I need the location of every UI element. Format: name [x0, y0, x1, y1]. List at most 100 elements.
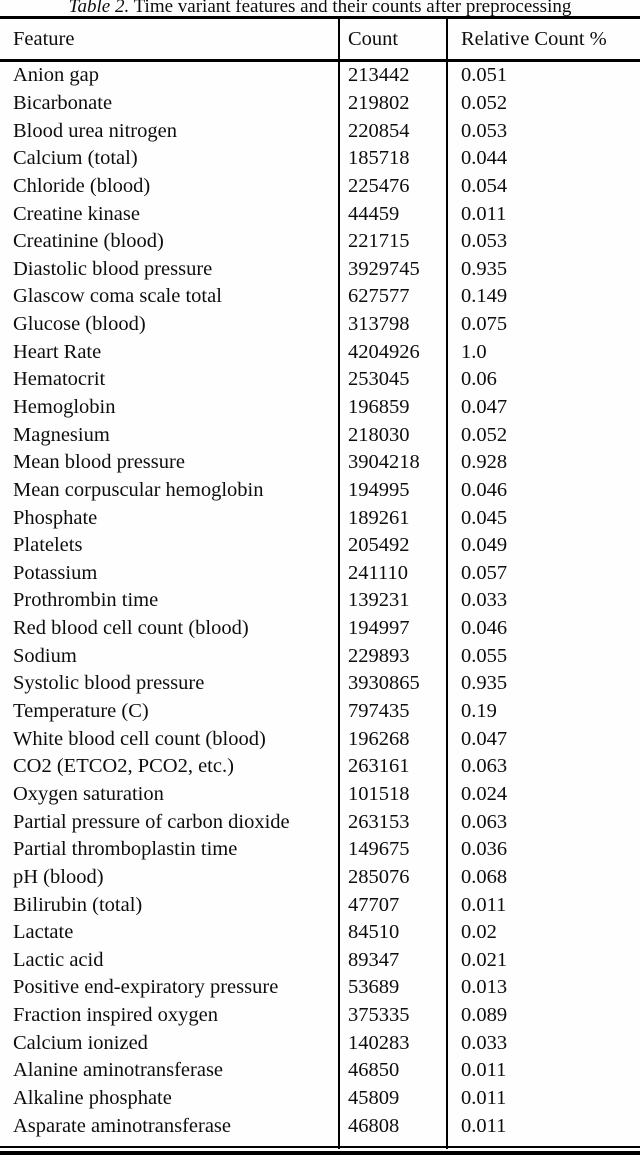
feature-cell: Glucose (blood) — [13, 313, 146, 336]
feature-cell: Mean corpuscular hemoglobin — [13, 478, 264, 501]
feature-cell: Bilirubin (total) — [13, 893, 143, 916]
feature-cell: CO2 (ETCO2, PCO2, etc.) — [13, 755, 234, 778]
table-row: Bicarbonate 219802 0.052 — [0, 89, 640, 118]
table-caption-text: Time variant features and their counts a… — [129, 0, 572, 17]
count-cell: 139231 — [338, 587, 446, 615]
table-row: Asparate aminotransferase 46808 0.011 — [0, 1112, 640, 1140]
feature-cell: Glascow coma scale total — [13, 285, 222, 308]
table-row: Calcium ionized 140283 0.033 — [0, 1029, 640, 1058]
feature-cell: Potassium — [13, 561, 98, 584]
table-row: White blood cell count (blood) 196268 0.04… — [0, 725, 640, 754]
table-header-row: Feature Count Relative Count % — [0, 19, 640, 59]
count-cell: 3930865 — [338, 670, 446, 698]
count-cell: 47707 — [338, 891, 446, 919]
count-cell: 196268 — [338, 725, 446, 754]
relative-count-cell: 0.053 — [446, 227, 640, 256]
feature-cell: Platelets — [13, 534, 83, 557]
count-cell: 219802 — [338, 89, 446, 118]
count-cell: 45809 — [338, 1084, 446, 1113]
table-row: Potassium 241110 0.057 — [0, 559, 640, 588]
table-row: CO2 (ETCO2, PCO2, etc.) 263161 0.063 — [0, 753, 640, 781]
table-row: Systolic blood pressure 3930865 0.935 — [0, 670, 640, 698]
table-row: Creatinine (blood) 221715 0.053 — [0, 227, 640, 256]
count-cell: 53689 — [338, 974, 446, 1002]
relative-count-cell: 0.057 — [446, 559, 640, 588]
relative-count-cell: 0.089 — [446, 1001, 640, 1030]
count-cell: 194997 — [338, 614, 446, 643]
count-cell: 3929745 — [338, 255, 446, 284]
relative-count-cell: 0.036 — [446, 835, 640, 864]
feature-cell: Creatine kinase — [13, 202, 140, 225]
relative-count-cell: 0.033 — [446, 587, 640, 615]
count-cell: 313798 — [338, 310, 446, 339]
relative-count-cell: 0.063 — [446, 808, 640, 836]
feature-cell: Lactic acid — [13, 948, 104, 971]
relative-count-cell: 0.149 — [446, 283, 640, 311]
table-row: Glascow coma scale total 627577 0.149 — [0, 283, 640, 311]
relative-count-cell: 0.044 — [446, 144, 640, 173]
relative-count-cell: 0.051 — [446, 62, 640, 90]
feature-cell: Anion gap — [13, 64, 99, 87]
table-row: Prothrombin time 139231 0.033 — [0, 587, 640, 615]
feature-cell: Magnesium — [13, 423, 110, 446]
table-row: Mean corpuscular hemoglobin 194995 0.046 — [0, 476, 640, 505]
count-cell: 225476 — [338, 172, 446, 201]
table-row: Fraction inspired oxygen 375335 0.089 — [0, 1001, 640, 1030]
column-header-feature: Feature — [13, 27, 75, 50]
table-row: Sodium 229893 0.055 — [0, 642, 640, 671]
feature-cell: Oxygen saturation — [13, 782, 164, 805]
table-row: Calcium (total) 185718 0.044 — [0, 144, 640, 173]
relative-count-cell: 0.021 — [446, 946, 640, 975]
table-body: Anion gap 213442 0.051 Bicarbonate 219802 0.0… — [0, 62, 640, 1140]
count-cell: 185718 — [338, 144, 446, 173]
table-row: Lactate 84510 0.02 — [0, 918, 640, 947]
feature-cell: Alkaline phosphate — [13, 1087, 172, 1110]
count-cell: 241110 — [338, 559, 446, 588]
relative-count-cell: 0.011 — [446, 1112, 640, 1140]
relative-count-cell: 0.063 — [446, 753, 640, 781]
feature-cell: Creatinine (blood) — [13, 230, 164, 253]
relative-count-cell: 0.049 — [446, 531, 640, 560]
count-cell: 285076 — [338, 863, 446, 892]
relative-count-cell: 0.033 — [446, 1029, 640, 1058]
feature-cell: pH (blood) — [13, 865, 104, 888]
relative-count-cell: 0.011 — [446, 1084, 640, 1113]
feature-cell: Partial thromboplastin time — [13, 838, 238, 861]
table-row: pH (blood) 285076 0.068 — [0, 863, 640, 892]
feature-cell: Phosphate — [13, 506, 98, 529]
table-row: Magnesium 218030 0.052 — [0, 421, 640, 449]
table-caption-label: Table 2. — [68, 0, 130, 17]
table-row: Chloride (blood) 225476 0.054 — [0, 172, 640, 201]
feature-cell: White blood cell count (blood) — [13, 727, 266, 750]
count-cell: 44459 — [338, 200, 446, 228]
count-cell: 205492 — [338, 531, 446, 560]
table-row: Partial pressure of carbon dioxide 263153… — [0, 808, 640, 836]
count-cell: 253045 — [338, 366, 446, 394]
count-cell: 46808 — [338, 1112, 446, 1140]
count-cell: 627577 — [338, 283, 446, 311]
count-cell: 263161 — [338, 753, 446, 781]
table-caption: Table 2. Time variant features and their… — [0, 0, 640, 17]
feature-cell: Diastolic blood pressure — [13, 257, 213, 280]
table-row: Diastolic blood pressure 3929745 0.935 — [0, 255, 640, 284]
count-cell: 89347 — [338, 946, 446, 975]
feature-cell: Temperature (C) — [13, 700, 149, 723]
relative-count-cell: 0.054 — [446, 172, 640, 201]
feature-cell: Mean blood pressure — [13, 451, 185, 474]
feature-cell: Lactate — [13, 921, 74, 944]
relative-count-cell: 0.011 — [446, 891, 640, 919]
relative-count-cell: 0.046 — [446, 476, 640, 505]
table-row: Oxygen saturation 101518 0.024 — [0, 780, 640, 809]
table-row: Glucose (blood) 313798 0.075 — [0, 310, 640, 339]
feature-cell: Bicarbonate — [13, 91, 113, 114]
relative-count-cell: 0.935 — [446, 255, 640, 284]
feature-cell: Red blood cell count (blood) — [13, 617, 249, 640]
table-row: Red blood cell count (blood) 194997 0.046 — [0, 614, 640, 643]
feature-cell: Alanine aminotransferase — [13, 1059, 224, 1082]
count-cell: 196859 — [338, 393, 446, 422]
count-cell: 213442 — [338, 62, 446, 90]
table-row: Bilirubin (total) 47707 0.011 — [0, 891, 640, 919]
feature-cell: Heart Rate — [13, 340, 102, 363]
table-row: Blood urea nitrogen 220854 0.053 — [0, 117, 640, 145]
feature-cell: Hematocrit — [13, 368, 106, 391]
